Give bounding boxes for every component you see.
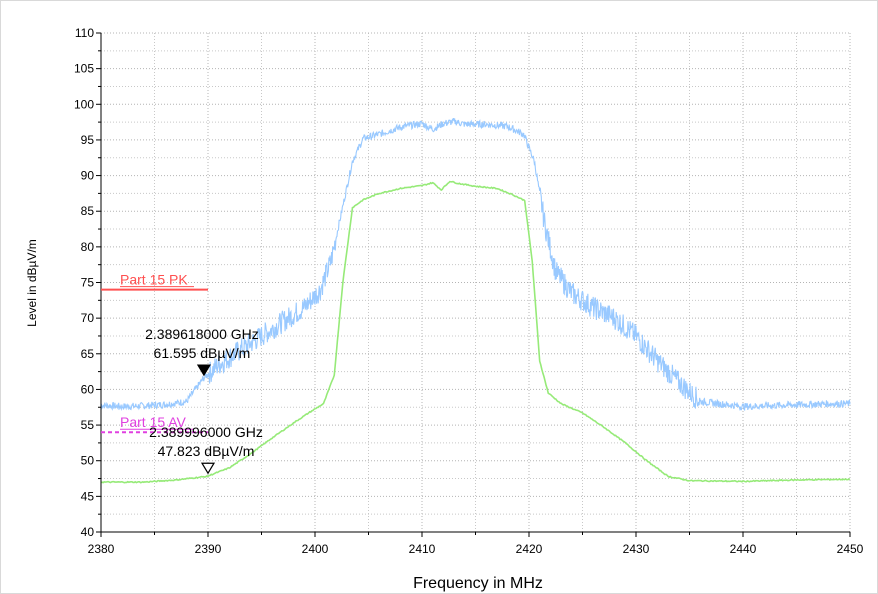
- limit-line-label-2: Part 15 AV: [120, 414, 187, 430]
- markers: 2.389618000 GHz 61.595 dBµV/m 2.389996000 …: [145, 326, 263, 475]
- marker-level-1: 61.595 dBµV/m: [154, 345, 251, 361]
- y-tick-label: 95: [81, 133, 95, 147]
- x-tick-label: 2410: [409, 542, 436, 556]
- y-tick-label: 85: [81, 204, 95, 218]
- limit-line-label-1: Part 15 PK: [120, 272, 188, 288]
- y-tick-label: 55: [81, 418, 95, 432]
- grid: [100, 32, 851, 533]
- y-tick-label: 40: [81, 525, 95, 539]
- y-tick-label: 80: [81, 240, 95, 254]
- x-tick-label: 2420: [516, 542, 543, 556]
- y-tick-label: 65: [81, 347, 95, 361]
- y-tick-label: 50: [81, 454, 95, 468]
- y-axis-label: Level in dBµV/m: [25, 239, 39, 327]
- x-tick-label: 2380: [88, 542, 115, 556]
- marker-frequency-2: 2.389996000 GHz: [149, 424, 263, 440]
- x-tick-label: 2400: [302, 542, 329, 556]
- y-tick-label: 45: [81, 489, 95, 503]
- series-line-1: [100, 118, 851, 412]
- y-tick-label: 100: [74, 97, 94, 111]
- y-tick-label: 105: [74, 62, 94, 76]
- y-tick-label: 110: [75, 26, 94, 40]
- x-axis-label: Frequency in MHz: [413, 575, 543, 592]
- series-line-2: [100, 180, 851, 484]
- marker-frequency-1: 2.389618000 GHz: [145, 326, 259, 342]
- x-tick-label: 2390: [195, 542, 222, 556]
- axes: 40 45 50 55 60 65 70 75 80 85 90 95 100 105 110 2380 239…: [74, 26, 864, 556]
- marker-triangle-1: [196, 364, 211, 377]
- x-tick-label: 2430: [623, 542, 650, 556]
- marker-level-2: 47.823 dBµV/m: [158, 443, 255, 459]
- x-tick-label: 2450: [837, 542, 864, 556]
- x-tick-label: 2440: [730, 542, 757, 556]
- series-group: [100, 118, 851, 484]
- limit-lines: Part 15 PK Part 15 AV: [101, 272, 208, 434]
- y-tick-label: 75: [81, 276, 95, 290]
- y-tick-label: 60: [81, 382, 95, 396]
- y-tick-label: 90: [81, 169, 95, 183]
- y-tick-label: 70: [81, 311, 95, 325]
- marker-triangle-2: [200, 462, 216, 475]
